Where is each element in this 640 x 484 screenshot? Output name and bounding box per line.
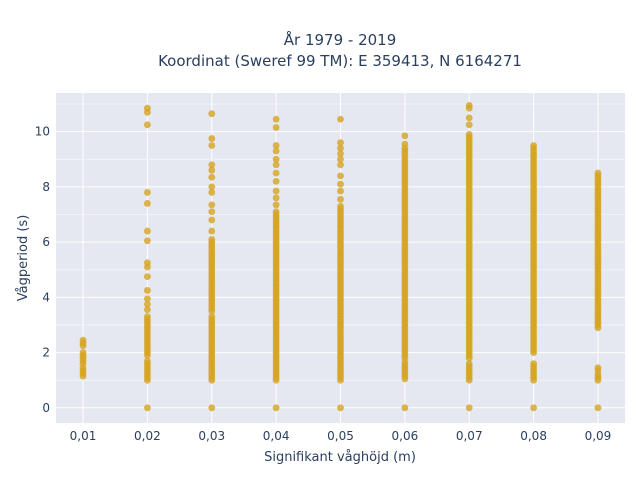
data-point: [144, 357, 151, 365]
data-point: [337, 144, 344, 152]
data-point: [208, 227, 216, 235]
data-point: [594, 364, 602, 372]
data-point: [144, 404, 151, 412]
data-point: [144, 189, 151, 196]
data-point: [337, 150, 344, 158]
chart-title-line-2: Koordinat (Sweref 99 TM): E 359413, N 61…: [158, 52, 522, 70]
data-point: [144, 313, 151, 321]
data-point: [530, 142, 537, 149]
data-point: [272, 169, 280, 177]
x-tick-label: 0,01: [70, 429, 97, 443]
data-point: [272, 124, 280, 131]
data-point: [208, 235, 216, 243]
data-point: [79, 349, 87, 356]
data-point: [465, 102, 473, 109]
data-point: [144, 295, 151, 303]
data-point: [208, 208, 216, 216]
y-tick-label: 2: [42, 346, 50, 360]
chart-title-line-1: År 1979 - 2019: [284, 30, 397, 49]
data-point: [401, 140, 409, 148]
data-point: [208, 216, 216, 224]
data-point: [208, 142, 216, 149]
data-point: [79, 336, 87, 344]
x-tick-label: 0,09: [585, 429, 612, 443]
y-tick-label: 4: [42, 290, 50, 304]
x-tick-label: 0,06: [392, 429, 419, 443]
data-point: [272, 142, 280, 149]
y-axis-title: Vågperiod (s): [16, 215, 31, 302]
data-point: [465, 121, 473, 129]
data-point: [144, 227, 151, 235]
data-point: [337, 202, 344, 210]
data-point: [337, 155, 344, 163]
tick-labels: 0,01 0,02 0,03 0,04 0,05 0,06 0,07 0,08 0,09 0 2 4 6…: [35, 125, 612, 443]
data-point: [208, 110, 216, 118]
data-point: [594, 404, 602, 412]
data-point: [144, 259, 151, 267]
data-point: [272, 177, 280, 185]
data-point: [401, 404, 409, 412]
data-point: [337, 187, 344, 195]
x-tick-label: 0,05: [327, 429, 354, 443]
data-point: [272, 147, 280, 155]
data-point: [272, 194, 280, 202]
data-point: [208, 201, 216, 209]
x-tick-label: 0,07: [456, 429, 483, 443]
y-tick-label: 8: [42, 180, 50, 194]
data-point: [337, 180, 344, 188]
data-point: [208, 173, 216, 181]
data-point: [530, 404, 537, 412]
data-point: [144, 273, 151, 281]
data-point: [208, 161, 216, 169]
data-point: [208, 404, 216, 412]
data-point: [272, 201, 280, 209]
data-point: [208, 135, 216, 142]
x-tick-label: 0,02: [134, 429, 161, 443]
data-point: [401, 132, 409, 140]
data-point: [594, 169, 602, 177]
data-point: [337, 172, 344, 180]
data-point: [272, 115, 280, 123]
data-point: [465, 404, 473, 412]
data-point: [144, 300, 151, 308]
data-point: [272, 155, 280, 163]
x-tick-label: 0,04: [263, 429, 290, 443]
data-point: [337, 195, 344, 203]
data-point: [272, 208, 280, 216]
data-point: [144, 306, 151, 314]
x-tick-label: 0,03: [198, 429, 225, 443]
x-axis-title: Signifikant våghöjd (m): [264, 450, 416, 465]
data-point: [337, 161, 344, 169]
y-tick-label: 0: [42, 401, 50, 415]
x-tick-label: 0,08: [520, 429, 547, 443]
data-point: [272, 404, 280, 412]
data-point: [465, 360, 473, 368]
data-point: [208, 166, 216, 174]
data-point: [144, 287, 151, 294]
data-point: [530, 360, 537, 368]
data-point: [208, 313, 216, 321]
data-point: [272, 161, 280, 169]
data-point: [144, 237, 151, 245]
data-point: [465, 114, 473, 122]
data-point: [144, 121, 151, 129]
data-points: [79, 102, 602, 412]
data-point: [337, 139, 344, 147]
data-point: [465, 131, 473, 138]
data-point: [208, 183, 216, 191]
data-point: [337, 404, 344, 412]
data-point: [272, 187, 280, 195]
data-point: [144, 104, 151, 112]
y-tick-label: 6: [42, 235, 50, 249]
y-tick-label: 10: [35, 125, 50, 139]
data-point: [337, 115, 344, 123]
data-point: [208, 189, 216, 196]
data-point: [144, 200, 151, 207]
